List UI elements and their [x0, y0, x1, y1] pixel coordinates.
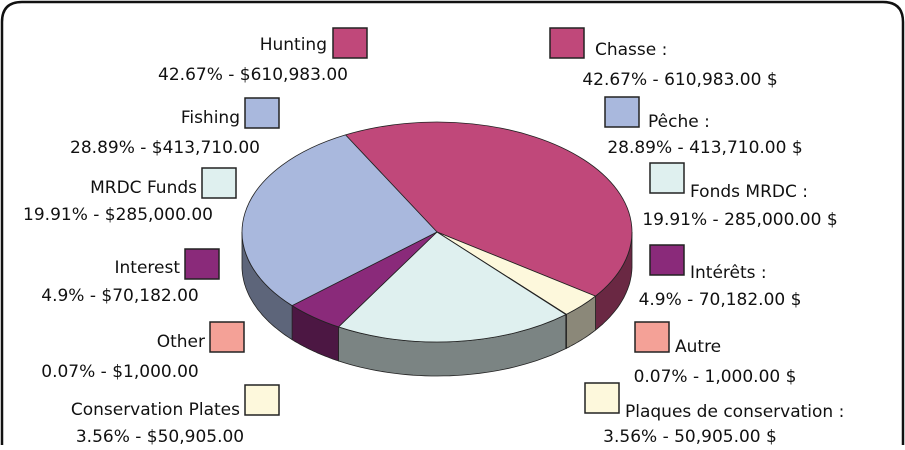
legend-value: 4.9% - $70,182.00 — [41, 286, 198, 306]
legend-label: Autre — [675, 337, 721, 357]
legend-swatch — [184, 248, 220, 280]
legend-label: Fishing — [181, 108, 240, 128]
legend-swatch — [584, 382, 620, 414]
legend-label: Intérêts : — [690, 263, 767, 283]
legend-label: MRDC Funds — [90, 178, 197, 198]
legend-value: 3.56% - 50,905.00 $ — [603, 427, 777, 445]
legend: Hunting 42.67% - $610,983.00 Chasse : 42.67… — [23, 27, 844, 447]
legend-value: 19.91% - 285,000.00 $ — [642, 210, 837, 230]
legend-value: 19.91% - $285,000.00 — [23, 205, 213, 225]
legend-swatch — [201, 167, 237, 199]
legend-swatch — [244, 97, 280, 129]
pie — [241, 121, 633, 377]
legend-label: Chasse : — [595, 40, 667, 60]
legend-label: Fonds MRDC : — [690, 182, 808, 202]
legend-label: Hunting — [260, 35, 327, 55]
legend-label: Plaques de conservation : — [625, 402, 844, 422]
pie-slice — [344, 121, 633, 297]
legend-swatch — [244, 384, 280, 416]
legend-value: 0.07% - 1,000.00 $ — [634, 367, 797, 387]
legend-swatch — [332, 27, 368, 59]
legend-swatch — [634, 321, 670, 353]
legend-swatch — [649, 244, 685, 276]
legend-value: 3.56% - $50,905.00 — [76, 427, 244, 445]
legend-label: Conservation Plates — [71, 400, 240, 420]
pie-slice — [241, 134, 438, 307]
legend-label: Pêche : — [648, 112, 710, 132]
legend-swatch — [649, 162, 685, 194]
legend-label: Interest — [114, 258, 180, 278]
legend-label: Other — [157, 332, 205, 352]
legend-swatch — [209, 321, 245, 353]
legend-value: 42.67% - $610,983.00 — [158, 65, 348, 85]
legend-swatch — [549, 27, 585, 59]
legend-value: 28.89% - $413,710.00 — [70, 138, 260, 158]
legend-swatch — [604, 96, 640, 128]
legend-value: 4.9% - 70,182.00 $ — [639, 290, 802, 310]
legend-value: 0.07% - $1,000.00 — [41, 362, 198, 382]
legend-value: 42.67% - 610,983.00 $ — [582, 70, 777, 90]
legend-value: 28.89% - 413,710.00 $ — [607, 138, 802, 158]
pie-slice — [337, 231, 567, 343]
